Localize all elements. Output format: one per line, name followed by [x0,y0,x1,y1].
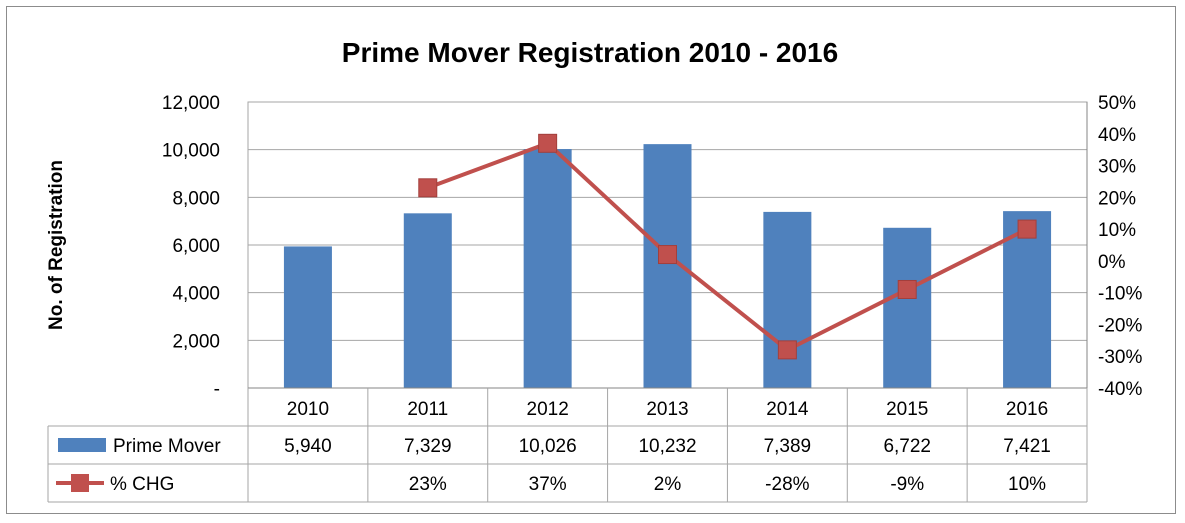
axes: - 2,000 4,000 6,000 8,000 10,000 12,000 -40% -30… [162,93,1143,400]
x-tick-label: 2015 [886,399,928,420]
y2-tick-label: 10% [1098,220,1136,241]
y2-tick-label: 50% [1098,93,1136,114]
table-cell: 10,026 [519,436,577,457]
pct-change-marker [538,133,558,153]
y2-tick-label: -30% [1098,347,1142,368]
x-tick-label: 2012 [527,399,569,420]
y-tick-label: - [214,379,220,400]
y-tick-label: 10,000 [162,141,220,162]
x-tick-label: 2014 [766,399,809,420]
table-cell: -28% [765,474,809,495]
table-cell: 7,389 [764,436,812,457]
y2-tick-label: 40% [1098,125,1136,146]
table-cell: 6,722 [883,436,931,457]
data-table: 2010 2011 2012 2013 2014 2015 2016 Prime Mover 5… [47,388,1088,503]
table-cell: 10,232 [638,436,696,457]
legend-pct-chg: % CHG [110,474,174,495]
y-tick-label: 8,000 [172,188,220,209]
pct-change-marker [658,245,677,265]
legend-prime-mover: Prime Mover [113,436,221,457]
y2-tick-label: 0% [1098,252,1126,273]
legend-line-marker [71,474,89,492]
y2-tick-label: 30% [1098,157,1136,178]
pct-change-marker [897,279,917,299]
y-tick-label: 2,000 [172,331,220,352]
y2-tick-label: 20% [1098,188,1136,209]
bar [763,211,812,388]
x-tick-label: 2016 [1006,399,1048,420]
y-tick-label: 4,000 [172,284,220,305]
bar [523,149,572,388]
table-cell: 5,940 [284,436,332,457]
table-cell: 2% [654,474,682,495]
pct-change-marker [777,340,797,360]
table-cell: 23% [409,474,447,495]
y-tick-label: 6,000 [172,236,220,257]
y2-tick-label: -40% [1098,379,1142,400]
table-cell: 7,329 [404,436,452,457]
pct-change-marker [418,178,438,198]
table-cell: -9% [890,474,924,495]
legend-bar-swatch [58,438,106,452]
line-series [418,133,1037,360]
bar [403,213,452,388]
x-tick-label: 2010 [287,399,329,420]
y2-tick-label: -10% [1098,284,1142,305]
pct-change-marker [1017,219,1037,239]
table-cell: 7,421 [1003,436,1051,457]
x-tick-label: 2013 [646,399,688,420]
table-cell: 10% [1008,474,1046,495]
bar [283,246,332,388]
bar-series [283,144,1052,388]
table-cell: 37% [529,474,567,495]
pct-change-line [427,141,1028,352]
chart-frame [6,6,1176,514]
y2-tick-label: -20% [1098,315,1142,336]
y-axis-label: No. of Registration [46,160,67,330]
chart-title: Prime Mover Registration 2010 - 2016 [342,37,838,68]
y-tick-label: 12,000 [162,93,220,114]
bar [1003,211,1052,388]
x-tick-label: 2011 [407,399,448,420]
bar [883,227,932,388]
